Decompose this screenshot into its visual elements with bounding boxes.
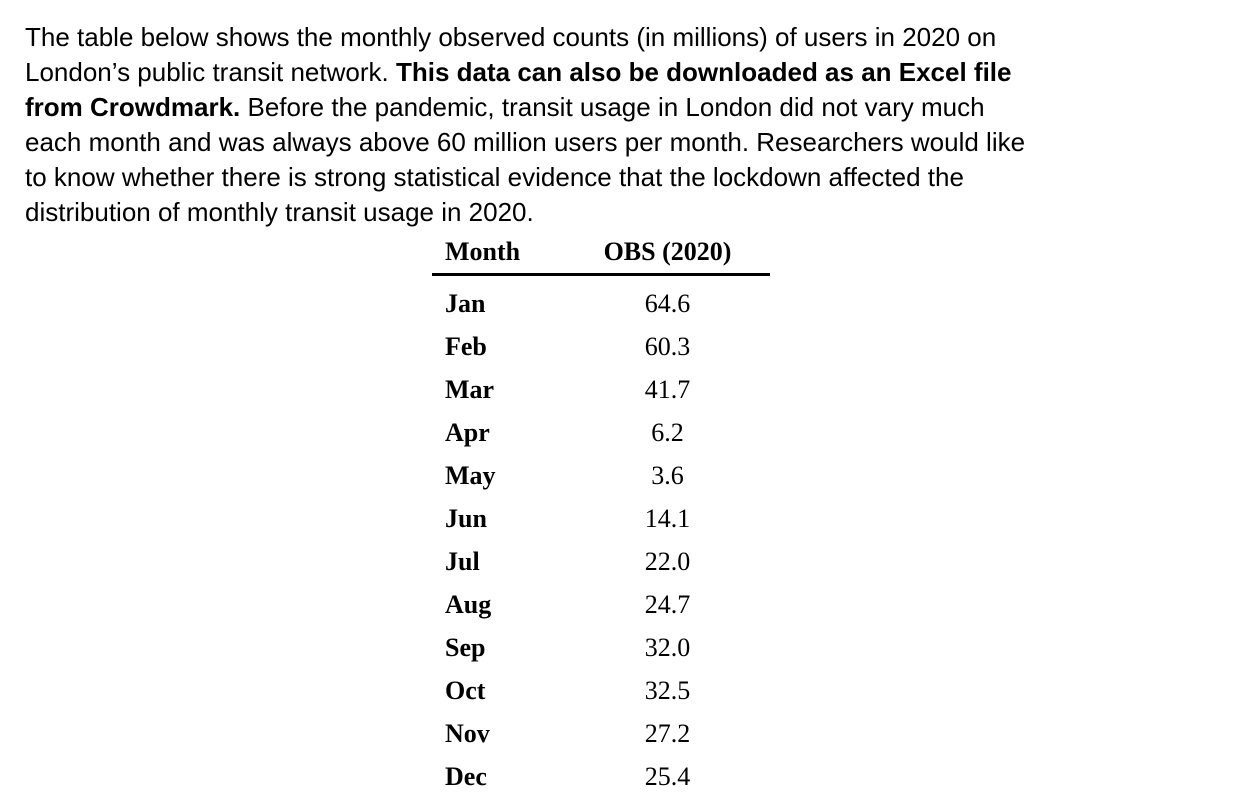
- table-header-obs: OBS (2020): [603, 237, 732, 266]
- question-text-line: from Crowdmark. Before the pandemic, tra…: [25, 90, 1190, 125]
- month-cell: Sep: [445, 633, 486, 662]
- table-row: Aug 24.7: [432, 577, 770, 620]
- question-text-line: The table below shows the monthly observ…: [25, 20, 1190, 55]
- table-row: May 3.6: [432, 448, 770, 491]
- month-cell: Aug: [445, 590, 492, 619]
- obs-cell: 6.2: [651, 418, 684, 447]
- question-paragraph: The table below shows the monthly observ…: [25, 20, 1190, 230]
- question-text-line: to know whether there is strong statisti…: [25, 160, 1190, 195]
- table-row: Nov 27.2: [432, 706, 770, 749]
- obs-cell: 32.5: [644, 676, 691, 705]
- month-cell: Oct: [445, 676, 486, 705]
- question-text-line: distribution of monthly transit usage in…: [25, 195, 1190, 230]
- obs-cell: 27.2: [644, 719, 691, 748]
- table-row: Mar 41.7: [432, 362, 770, 405]
- table-row: Dec 25.4: [432, 749, 770, 792]
- table-row: Jan 64.6: [432, 276, 770, 319]
- table-row: Jun 14.1: [432, 491, 770, 534]
- text-run: distribution of monthly transit usage in…: [25, 197, 534, 227]
- data-table: Month OBS (2020) Jan 64.6 Feb 60.3 Mar 41.7 Ap…: [432, 237, 770, 792]
- obs-cell: 32.0: [644, 633, 691, 662]
- obs-cell: 22.0: [644, 547, 691, 576]
- month-cell: May: [445, 461, 496, 490]
- obs-cell: 64.6: [644, 289, 691, 318]
- month-cell: Nov: [445, 719, 490, 748]
- table-row: Oct 32.5: [432, 663, 770, 706]
- month-cell: Jun: [445, 504, 487, 533]
- table-row: Feb 60.3: [432, 319, 770, 362]
- table-row: Apr 6.2: [432, 405, 770, 448]
- table-header-row: Month OBS (2020): [432, 237, 770, 267]
- question-text-line: each month and was always above 60 milli…: [25, 125, 1190, 160]
- obs-cell: 25.4: [644, 762, 691, 791]
- table-body: Jan 64.6 Feb 60.3 Mar 41.7 Apr 6.2 May 3.6 Jun 14.1…: [432, 276, 770, 792]
- month-cell: Jan: [445, 289, 486, 318]
- month-cell: Jul: [445, 547, 480, 576]
- table-row: Jul 22.0: [432, 534, 770, 577]
- obs-cell: 41.7: [644, 375, 691, 404]
- table-header-month: Month: [445, 237, 521, 266]
- text-run: The table below shows the monthly observ…: [25, 22, 997, 52]
- obs-cell: 24.7: [644, 590, 691, 619]
- text-run-bold: from Crowdmark.: [25, 92, 241, 122]
- obs-cell: 3.6: [651, 461, 684, 490]
- month-cell: Dec: [445, 762, 487, 791]
- text-run: Before the pandemic, transit usage in Lo…: [240, 92, 985, 122]
- text-run-bold: This data can also be downloaded as an E…: [395, 57, 1012, 87]
- table-header-rule: [432, 273, 770, 276]
- obs-cell: 14.1: [644, 504, 691, 533]
- table-row: Sep 32.0: [432, 620, 770, 663]
- month-cell: Apr: [445, 418, 490, 447]
- month-cell: Mar: [445, 375, 495, 404]
- obs-cell: 60.3: [644, 332, 691, 361]
- text-run: to know whether there is strong statisti…: [25, 162, 964, 192]
- text-run: London’s public transit network.: [25, 57, 396, 87]
- month-cell: Feb: [445, 332, 487, 361]
- question-text-line: London’s public transit network. This da…: [25, 55, 1190, 90]
- text-run: each month and was always above 60 milli…: [25, 127, 1026, 157]
